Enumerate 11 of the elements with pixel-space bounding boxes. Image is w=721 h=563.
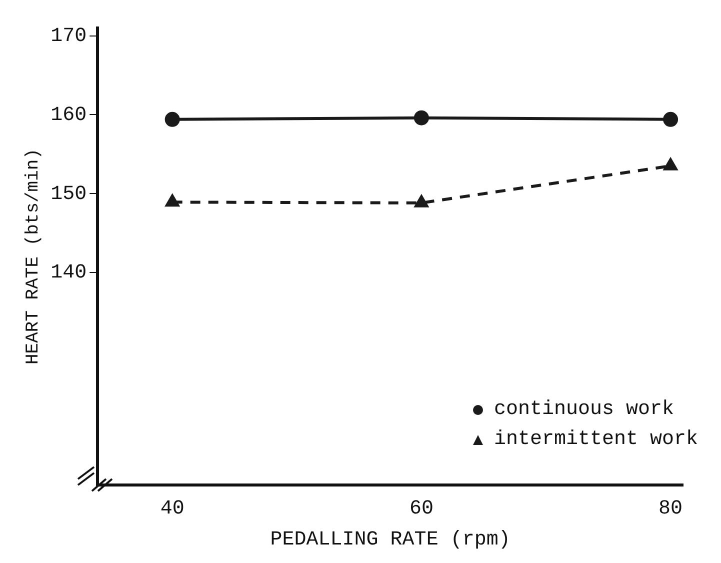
x-tick-label: 80 [658,497,683,520]
x-tick-label: 60 [409,497,434,520]
legend-label: continuous work [494,397,674,423]
y-tick-label: 160 [50,104,87,127]
y-tick-label: 140 [50,262,87,285]
y-tick-label: 170 [50,25,87,48]
x-axis-title: PEDALLING RATE (rpm) [270,528,510,552]
x-tick-label: 40 [160,497,184,520]
y-axis-title: HEART RATE (bts/min) [24,148,44,365]
y-tick-label: 150 [50,182,87,206]
legend-label: intermittent work [494,427,698,453]
